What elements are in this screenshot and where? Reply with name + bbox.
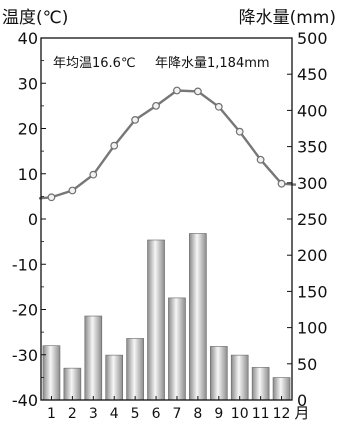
temperature-line <box>38 86 297 202</box>
right-tick-label: 450 <box>297 65 328 84</box>
right-tick-label: 300 <box>297 174 328 193</box>
left-tick-label: 0 <box>28 210 38 229</box>
temperature-point <box>110 141 119 150</box>
left-tick-label: 30 <box>18 74 38 93</box>
precipitation-bar <box>230 354 249 401</box>
annotation-precipitation: 年降水量1,184mm <box>155 56 270 71</box>
left-axis: 40 30 20 10 0 -10 -20 -30 -40 <box>12 29 46 410</box>
right-tick-label: 200 <box>297 246 328 265</box>
right-tick-label: 400 <box>297 101 328 120</box>
precipitation-bar <box>209 346 228 401</box>
x-tick-label: 6 <box>152 406 161 422</box>
x-tick-label: 3 <box>89 406 98 422</box>
temperature-point <box>89 170 98 179</box>
temperature-point <box>68 186 77 195</box>
temperature-point <box>47 193 56 202</box>
x-tick-label: 5 <box>131 406 140 422</box>
plot-frame <box>40 37 293 401</box>
x-tick-label: 11 <box>252 406 270 422</box>
x-tick-label: 2 <box>68 406 77 422</box>
precipitation-bar <box>84 315 103 401</box>
temperature-point <box>235 127 244 136</box>
x-tick-label: 10 <box>231 406 249 422</box>
right-tick-label: 50 <box>297 355 317 374</box>
left-tick-label: 10 <box>18 165 38 184</box>
precipitation-bar <box>189 233 207 401</box>
temperature-point <box>277 179 286 188</box>
temperature-line-path <box>38 89 297 200</box>
right-tick-label: 350 <box>297 138 328 157</box>
left-tick-label: -20 <box>12 301 38 320</box>
left-axis-title: 温度(℃) <box>2 8 68 28</box>
precipitation-bar <box>42 345 61 401</box>
x-tick-label: 7 <box>172 406 181 422</box>
temperature-point <box>173 86 181 95</box>
precipitation-bar <box>147 239 165 401</box>
right-tick-label: 500 <box>297 29 328 48</box>
x-tick-label: 1 <box>47 406 56 422</box>
precipitation-bar <box>63 367 82 401</box>
left-tick-label: 40 <box>18 29 38 48</box>
temperature-point <box>131 116 140 124</box>
precipitation-bar <box>126 338 144 401</box>
x-unit-label: 月 <box>294 404 309 422</box>
right-axis-title: 降水量(mm) <box>239 8 336 28</box>
precipitation-bar <box>251 367 270 401</box>
precipitation-bars <box>42 233 291 401</box>
right-tick-label: 150 <box>297 282 328 301</box>
temperature-point <box>193 87 202 96</box>
annotation-temperature: 年均温16.6℃ <box>53 56 136 71</box>
left-tick-label: 20 <box>18 120 38 139</box>
x-tick-label: 4 <box>110 406 119 422</box>
left-tick-label: -30 <box>12 346 38 365</box>
temperature-point <box>256 155 265 164</box>
right-tick-label: 0 <box>297 391 307 410</box>
right-tick-label: 250 <box>297 210 328 229</box>
x-tick-label: 12 <box>273 406 291 422</box>
x-axis: 1 2 3 4 5 6 7 8 9 10 11 12 <box>47 396 290 422</box>
left-tick-label: -10 <box>12 255 38 274</box>
precipitation-bar <box>168 297 186 401</box>
x-tick-label: 8 <box>193 406 202 422</box>
left-tick-label: -40 <box>12 391 38 410</box>
precipitation-bar <box>105 354 124 401</box>
x-tick-label: 9 <box>214 406 223 422</box>
temperature-point <box>152 101 160 110</box>
temperature-point <box>214 102 223 111</box>
right-tick-label: 100 <box>297 319 328 338</box>
